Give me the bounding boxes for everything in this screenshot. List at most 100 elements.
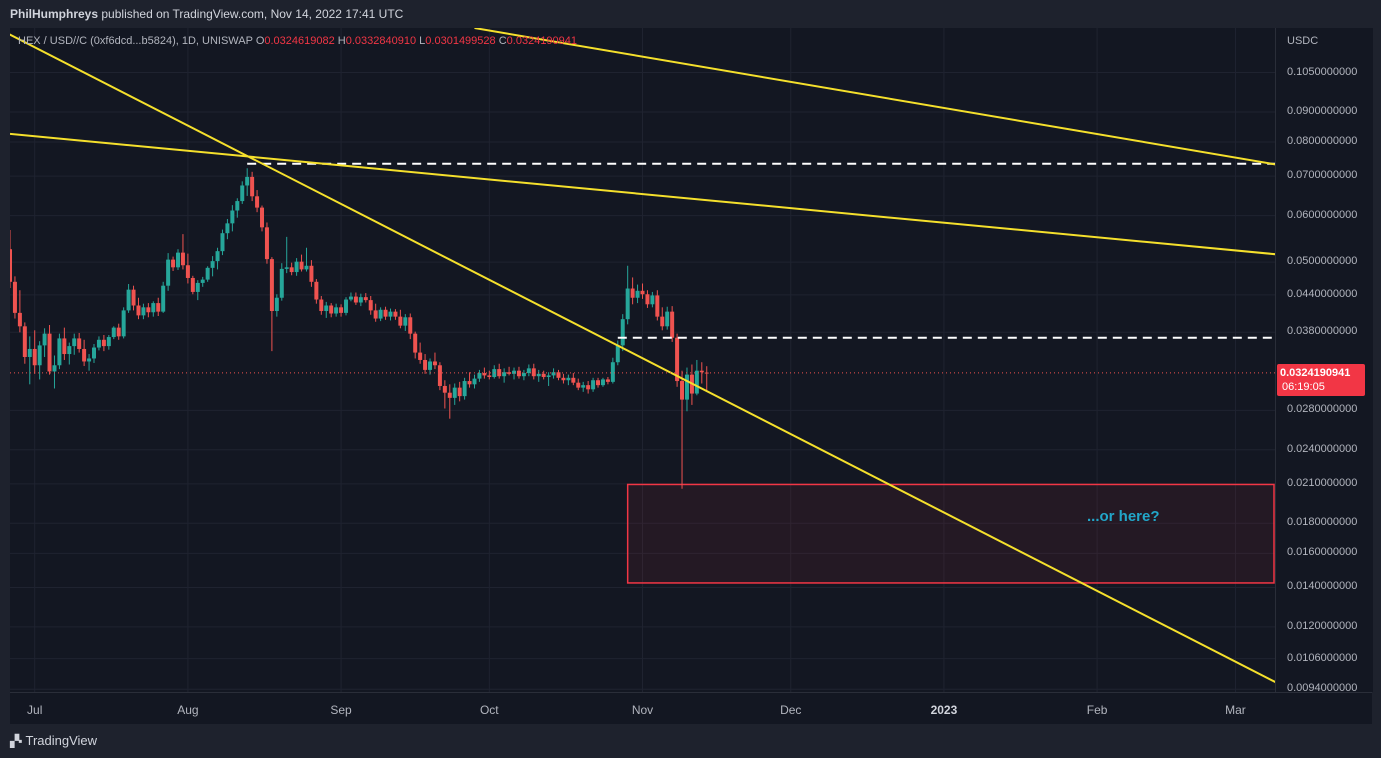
candle [432, 352, 437, 370]
candle-body [428, 361, 433, 370]
candle [561, 373, 566, 384]
candle [111, 326, 116, 340]
candle-body [462, 381, 467, 397]
trendlines[interactable] [10, 28, 1275, 692]
candle-body [507, 372, 512, 374]
candle [136, 297, 141, 320]
candle-body [630, 288, 635, 298]
candle [502, 368, 507, 383]
candle [521, 369, 526, 381]
candle [339, 304, 344, 317]
candle [205, 266, 210, 282]
candle-body [324, 305, 329, 312]
candle-body [136, 305, 141, 316]
candle-body [512, 370, 517, 374]
candle-body [47, 333, 52, 372]
candle [694, 359, 699, 396]
time-axis[interactable] [10, 692, 1372, 725]
candle [344, 297, 349, 316]
candle [171, 256, 176, 271]
candle [358, 293, 363, 307]
candle-body [235, 201, 240, 211]
publish-header: PhilHumphreys published on TradingView.c… [0, 0, 1381, 29]
candle-body [620, 319, 625, 346]
time-tick-label: Feb [1086, 703, 1108, 717]
candle [383, 306, 388, 320]
candle [403, 314, 408, 331]
candle [452, 383, 457, 405]
publisher-name[interactable]: PhilHumphreys [10, 7, 99, 21]
price-tick-label: 0.0380000000 [1287, 325, 1358, 338]
candle [235, 198, 240, 218]
candle [319, 295, 324, 315]
candle-body [516, 370, 521, 377]
candle-body [482, 373, 487, 376]
trendline [474, 28, 1275, 166]
candle [156, 297, 161, 317]
price-axis[interactable] [1275, 28, 1373, 692]
time-tick-label: Aug [177, 703, 199, 717]
zone-annotation[interactable]: ...or here? [1087, 508, 1160, 525]
price-chart[interactable] [10, 28, 1275, 692]
candle [684, 367, 689, 412]
candle-body [77, 338, 82, 349]
candle-body [22, 326, 27, 357]
candle-body [477, 373, 482, 379]
candle-body [665, 311, 670, 327]
candle-body [432, 361, 437, 366]
tradingview-logo[interactable]: ▞▪ TradingView [10, 733, 97, 748]
publisher-info: PhilHumphreys published on TradingView.c… [10, 7, 403, 21]
last-price-value: 0.0324190941 [1280, 367, 1351, 379]
candle-body [87, 358, 92, 362]
candle [635, 284, 640, 304]
candle [126, 284, 131, 313]
candle-body [487, 375, 492, 378]
candle-body [215, 251, 220, 262]
candle [12, 276, 17, 319]
candle-body [640, 290, 645, 295]
candle-body [418, 352, 423, 360]
candle-body [526, 368, 531, 374]
currency-label[interactable]: USDC [1287, 35, 1319, 47]
tv-logo-icon: ▞▪ [10, 733, 23, 748]
chart-panel[interactable] [10, 28, 1275, 692]
candle [665, 306, 670, 330]
candle-body [116, 327, 121, 337]
candle-body [92, 347, 97, 359]
candle-body [442, 385, 447, 393]
candle [645, 290, 650, 308]
candle-body [348, 296, 353, 300]
candle-body [423, 359, 428, 370]
candle [576, 378, 581, 391]
candle-body [566, 377, 571, 381]
candle-body [274, 297, 279, 312]
candle [329, 303, 334, 318]
candle-body [699, 370, 704, 373]
price-tick-label: 0.0900000000 [1287, 104, 1358, 117]
candle [660, 307, 665, 331]
candle [240, 181, 245, 204]
time-tick-label: 2023 [930, 703, 958, 717]
bar-countdown: 06:19:05 [1282, 381, 1325, 393]
price-tick-label: 0.0094000000 [1287, 682, 1358, 695]
candle [190, 275, 195, 295]
candle-body [264, 227, 269, 260]
candle [418, 342, 423, 364]
candle-body [166, 259, 171, 286]
symbol-name[interactable]: HEX / USD//C (0xf6dcd...b5824), 1D, UNIS… [18, 35, 253, 47]
candle-body [106, 337, 111, 347]
high-value: 0.0332840910 [345, 35, 417, 47]
candle-body [576, 382, 581, 388]
price-tick-label: 0.0440000000 [1287, 287, 1358, 300]
candle [37, 341, 42, 380]
candle-body [610, 362, 615, 382]
candle-body [284, 267, 289, 269]
open-value: 0.0324619082 [264, 35, 335, 47]
candle-body [398, 316, 403, 326]
candle [92, 343, 97, 363]
candle [200, 276, 205, 287]
candle-body [314, 281, 319, 300]
candle [408, 313, 413, 340]
candle [591, 377, 596, 392]
candle [526, 364, 531, 377]
